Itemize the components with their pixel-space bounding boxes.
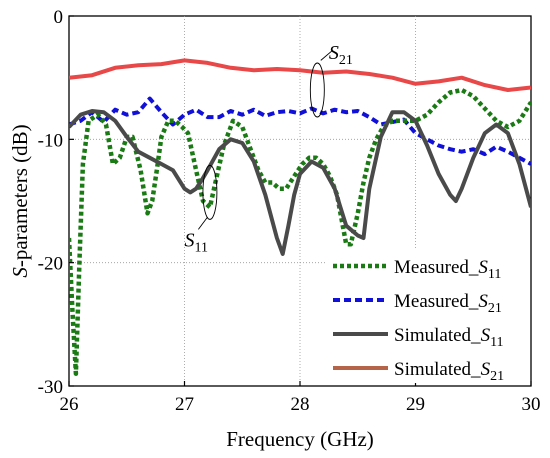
annotation-label: S11 <box>185 229 208 255</box>
legend-label-sub: 21 <box>488 301 502 316</box>
series-layer <box>69 58 531 376</box>
legend-label-1: Measured_S21 <box>394 291 502 316</box>
x-tick-label: 26 <box>60 394 79 415</box>
series-line-3 <box>69 58 531 92</box>
x-tick-label: 27 <box>175 394 194 415</box>
s21-callout-leader <box>320 50 333 61</box>
annotation-italic: S <box>329 42 339 64</box>
x-tick-label: 29 <box>406 394 425 415</box>
series-line-2 <box>69 109 531 256</box>
y-tick-label: 0 <box>54 7 64 28</box>
legend-label-sub: 11 <box>488 267 501 282</box>
x-axis-title: Frequency (GHz) <box>226 427 374 451</box>
annotation-sub: 11 <box>195 240 208 255</box>
annotation-italic: S <box>185 229 195 251</box>
s21-callout-ellipse <box>309 62 325 118</box>
s11-callout-ellipse <box>202 164 218 220</box>
s11-callout-leader <box>197 216 208 230</box>
legend-label-main: Simulated_ <box>394 359 481 380</box>
legend-label-main: Measured_ <box>394 291 479 312</box>
y-axis-title-italic: S <box>8 267 32 278</box>
y-tick-label: -30 <box>38 377 63 398</box>
annotation-label: S21 <box>329 42 353 68</box>
legend-label-italic: S <box>481 325 491 346</box>
x-tick-label: 28 <box>291 394 310 415</box>
y-axis-title: S-parameters (dB) <box>8 124 32 277</box>
y-tick-label: -10 <box>38 130 63 151</box>
legend-label-2: Simulated_S11 <box>394 325 504 350</box>
y-axis-title-rest: -parameters (dB) <box>8 124 32 267</box>
legend-label-italic: S <box>478 257 488 278</box>
annotation-sub: 21 <box>339 53 353 68</box>
legend-label-0: Measured_S11 <box>394 257 501 282</box>
legend-label-sub: 21 <box>490 369 504 384</box>
legend-label-3: Simulated_S21 <box>394 359 504 384</box>
legend-label-main: Measured_ <box>394 257 479 278</box>
legend-label-italic: S <box>478 291 488 312</box>
legend-box <box>326 249 529 383</box>
axis-ticks: 26 27 28 29 30 0 -10 -20 -30 <box>38 7 541 415</box>
legend: Measured_S11Measured_S21Simulated_S11Sim… <box>326 249 529 384</box>
x-tick-label: 30 <box>522 394 541 415</box>
series-line-1 <box>69 96 531 166</box>
legend-label-main: Simulated_ <box>394 325 481 346</box>
legend-label-italic: S <box>481 359 491 380</box>
y-tick-label: -20 <box>38 254 63 275</box>
legend-label-sub: 11 <box>490 335 503 350</box>
